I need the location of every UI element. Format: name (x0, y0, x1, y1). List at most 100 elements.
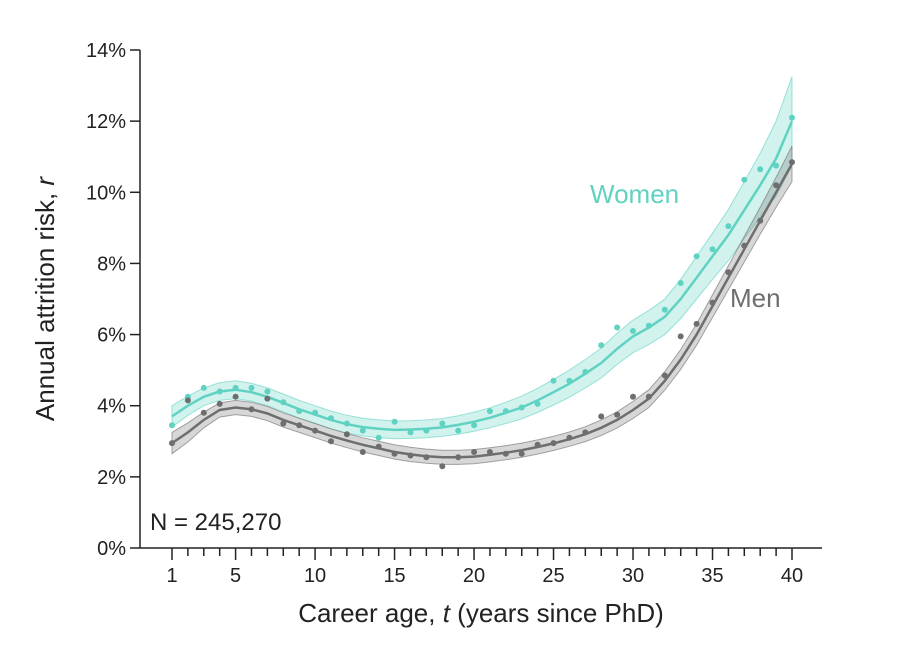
men-data-point (645, 393, 652, 400)
men-data-point (232, 393, 239, 400)
men-data-point (550, 440, 557, 447)
men-data-point (598, 413, 605, 420)
women-data-point (789, 114, 795, 121)
women-data-point (677, 280, 684, 286)
women-data-point (296, 408, 303, 415)
men-data-point (502, 450, 509, 457)
y-axis-variable: r (30, 176, 60, 186)
women-data-point (502, 408, 509, 415)
women-data-point (598, 342, 605, 349)
y-axis-title-prefix: Annual attrition risk, (30, 186, 60, 422)
women-data-point (455, 427, 462, 434)
women-data-point (534, 400, 541, 407)
men-data-point (328, 438, 334, 445)
women-data-point (630, 328, 636, 334)
women-data-point (200, 384, 207, 391)
women-data-point (725, 223, 732, 230)
women-data-point (312, 409, 319, 416)
men-data-point (677, 333, 684, 340)
women-data-point (582, 368, 589, 375)
women-data-point (550, 377, 557, 384)
women-series-label: Women (590, 179, 679, 209)
y-tick-label: 14% (86, 40, 126, 62)
men-data-point (407, 452, 414, 459)
men-data-point (184, 397, 191, 404)
women-data-point (328, 415, 334, 422)
men-data-point (216, 400, 223, 407)
men-data-point (423, 454, 430, 461)
x-tick-label: 1 (166, 565, 177, 587)
men-data-point (789, 159, 795, 166)
women-data-point (471, 422, 478, 429)
women-data-point (248, 384, 255, 391)
women-fit-line (171, 120, 794, 432)
women-data-point (486, 408, 493, 415)
men-data-point (375, 443, 382, 450)
men-data-point (248, 406, 255, 413)
men-data-point (486, 449, 493, 455)
men-data-point (534, 441, 541, 448)
men-data-point (439, 463, 446, 470)
x-axis-variable: t (443, 598, 452, 628)
x-tick-label: 30 (622, 565, 644, 587)
women-data-point (359, 427, 366, 434)
women-data-point (693, 253, 700, 260)
confidence-bands (171, 76, 793, 465)
x-axis-title-prefix: Career age, (298, 598, 443, 628)
women-data-point (343, 420, 350, 427)
axes (139, 50, 822, 549)
women-data-point (661, 306, 668, 313)
x-axis-title-suffix: (years since PhD) (450, 598, 664, 628)
fit-lines (171, 120, 794, 459)
y-tick-label: 4% (97, 396, 126, 418)
men-data-point (296, 422, 303, 429)
x-tick-label: 40 (781, 565, 803, 587)
men-data-point (169, 440, 175, 447)
sample-size-annotation: N = 245,270 (150, 509, 281, 536)
women-data-point (407, 429, 414, 436)
men-data-point (773, 182, 780, 189)
x-tick-label: 15 (383, 565, 405, 587)
men-series-label: Men (730, 283, 781, 313)
women-data-point (216, 388, 223, 395)
x-tick-label: 25 (542, 565, 564, 587)
x-tick-label: 35 (701, 565, 723, 587)
men-data-point (200, 409, 207, 416)
women-data-point (391, 418, 398, 425)
men-data-point (693, 320, 700, 327)
x-ticks: 1 5 10 15 20 25 30 35 40 (166, 548, 803, 587)
men-data-point (630, 393, 636, 400)
men-data-point (741, 242, 748, 249)
women-data-point (645, 322, 652, 329)
men-data-point (614, 411, 621, 418)
data-points (169, 114, 795, 470)
women-data-point (741, 176, 748, 183)
women-data-point (614, 324, 621, 331)
x-tick-label: 10 (304, 565, 326, 587)
women-data-point (280, 399, 287, 406)
women-data-point (169, 422, 175, 429)
men-data-point (757, 217, 764, 224)
y-tick-label: 8% (97, 253, 126, 275)
men-data-point (391, 450, 398, 457)
women-data-point (375, 434, 382, 441)
women-data-point (264, 388, 271, 395)
y-ticks: 0% 2% 4% 6% 8% 10% 12% 14% (86, 40, 140, 560)
men-data-point (359, 449, 366, 455)
men-data-point (566, 434, 573, 441)
women-data-point (232, 384, 239, 391)
men-data-point (343, 431, 350, 438)
men-data-point (264, 395, 271, 402)
men-data-point (709, 299, 716, 306)
women-data-point (423, 427, 430, 434)
men-data-point (661, 372, 668, 379)
y-tick-label: 6% (97, 325, 126, 347)
women-data-point (439, 420, 446, 427)
x-tick-label: 20 (463, 565, 485, 587)
men-data-point (725, 269, 732, 276)
men-confidence-band (171, 145, 793, 465)
men-fit-line (171, 163, 794, 459)
y-tick-label: 0% (97, 538, 126, 560)
men-data-point (280, 420, 287, 427)
